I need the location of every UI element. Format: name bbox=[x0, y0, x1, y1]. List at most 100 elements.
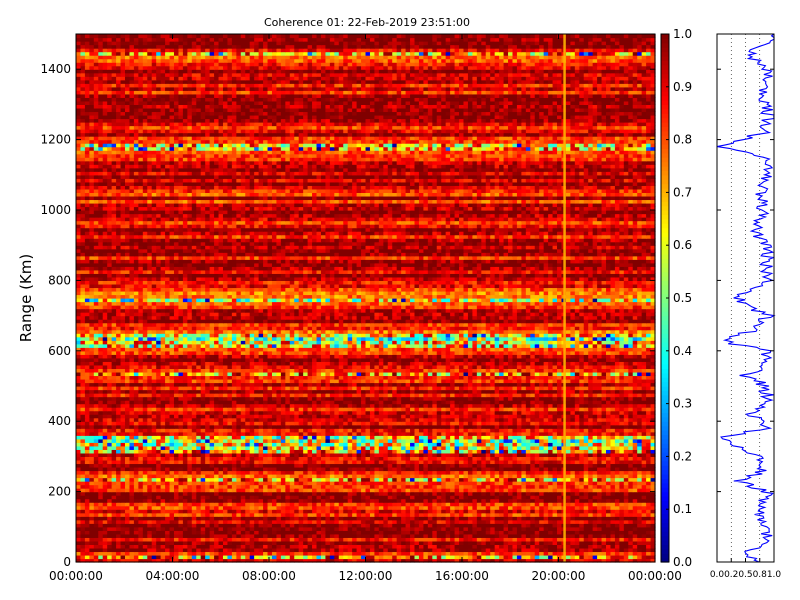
heatmap-cell bbox=[548, 470, 553, 474]
heatmap-cell bbox=[98, 509, 103, 513]
heatmap-cell bbox=[281, 428, 286, 432]
heatmap-cell bbox=[539, 435, 544, 439]
heatmap-cell bbox=[593, 467, 598, 471]
heatmap-cell bbox=[321, 428, 326, 432]
heatmap-cell bbox=[642, 551, 647, 555]
heatmap-cell bbox=[357, 499, 362, 503]
heatmap-cell bbox=[134, 523, 139, 527]
heatmap-cell bbox=[165, 551, 170, 555]
heatmap-cell bbox=[223, 488, 228, 492]
heatmap-cell bbox=[481, 460, 486, 464]
heatmap-cell bbox=[446, 541, 451, 545]
heatmap-cell bbox=[495, 544, 500, 548]
heatmap-cell bbox=[227, 495, 232, 499]
heatmap-cell bbox=[348, 435, 353, 439]
heatmap-cell bbox=[410, 449, 415, 453]
heatmap-cell bbox=[196, 527, 201, 531]
heatmap-cell bbox=[646, 474, 651, 478]
heatmap-cell bbox=[633, 534, 638, 538]
heatmap-cell bbox=[428, 516, 433, 520]
heatmap-cell bbox=[112, 516, 117, 520]
heatmap-cell bbox=[633, 442, 638, 446]
heatmap-cell bbox=[272, 467, 277, 471]
heatmap-cell bbox=[156, 488, 161, 492]
heatmap-cell bbox=[334, 442, 339, 446]
heatmap-cell bbox=[343, 499, 348, 503]
heatmap-cell bbox=[290, 432, 295, 436]
heatmap-cell bbox=[227, 449, 232, 453]
heatmap-cell bbox=[103, 439, 108, 443]
heatmap-cell bbox=[294, 516, 299, 520]
heatmap-cell bbox=[138, 541, 143, 545]
heatmap-cell bbox=[245, 509, 250, 513]
heatmap-cell bbox=[481, 442, 486, 446]
heatmap-cell bbox=[486, 502, 491, 506]
heatmap-cell bbox=[570, 527, 575, 531]
heatmap-cell bbox=[530, 551, 535, 555]
heatmap-cell bbox=[325, 460, 330, 464]
heatmap-cell bbox=[259, 432, 264, 436]
heatmap-cell bbox=[508, 456, 513, 460]
heatmap-cell bbox=[544, 446, 549, 450]
heatmap-cell bbox=[143, 435, 148, 439]
heatmap-cell bbox=[619, 470, 624, 474]
heatmap-cell bbox=[597, 456, 602, 460]
heatmap-cell bbox=[227, 534, 232, 538]
heatmap-cell bbox=[463, 474, 468, 478]
heatmap-cell bbox=[504, 492, 509, 496]
heatmap-cell bbox=[392, 534, 397, 538]
heatmap-cell bbox=[553, 544, 558, 548]
heatmap-cell bbox=[205, 537, 210, 541]
heatmap-cell bbox=[566, 537, 571, 541]
heatmap-cell bbox=[294, 499, 299, 503]
heatmap-cell bbox=[103, 548, 108, 552]
heatmap-cell bbox=[129, 495, 134, 499]
heatmap-cell bbox=[290, 527, 295, 531]
heatmap-cell bbox=[508, 548, 513, 552]
heatmap-cell bbox=[281, 474, 286, 478]
heatmap-cell bbox=[642, 488, 647, 492]
heatmap-cell bbox=[134, 428, 139, 432]
heatmap-cell bbox=[530, 544, 535, 548]
heatmap-cell bbox=[499, 548, 504, 552]
heatmap-cell bbox=[490, 523, 495, 527]
heatmap-cell bbox=[339, 432, 344, 436]
heatmap-cell bbox=[548, 513, 553, 517]
heatmap-cell bbox=[624, 428, 629, 432]
heatmap-cell bbox=[357, 516, 362, 520]
heatmap-cell bbox=[196, 530, 201, 534]
heatmap-cell bbox=[557, 442, 562, 446]
heatmap-cell bbox=[379, 492, 384, 496]
heatmap-cell bbox=[535, 428, 540, 432]
heatmap-cell bbox=[205, 442, 210, 446]
heatmap-cell bbox=[588, 439, 593, 443]
heatmap-cell bbox=[646, 551, 651, 555]
heatmap-cell bbox=[530, 506, 535, 510]
heatmap-cell bbox=[290, 446, 295, 450]
heatmap-cell bbox=[187, 488, 192, 492]
heatmap-cell bbox=[174, 425, 179, 429]
heatmap-cell bbox=[121, 499, 126, 503]
heatmap-cell bbox=[463, 506, 468, 510]
heatmap-cell bbox=[508, 513, 513, 517]
heatmap-cell bbox=[103, 509, 108, 513]
heatmap-cell bbox=[125, 544, 130, 548]
heatmap-cell bbox=[138, 435, 143, 439]
heatmap-cell bbox=[530, 428, 535, 432]
heatmap-cell bbox=[357, 492, 362, 496]
heatmap-cell bbox=[432, 456, 437, 460]
heatmap-cell bbox=[268, 523, 273, 527]
heatmap-cell bbox=[138, 428, 143, 432]
heatmap-cell bbox=[477, 467, 482, 471]
heatmap-cell bbox=[348, 492, 353, 496]
heatmap-cell bbox=[495, 446, 500, 450]
heatmap-cell bbox=[406, 432, 411, 436]
heatmap-cell bbox=[98, 449, 103, 453]
heatmap-cell bbox=[241, 541, 246, 545]
heatmap-cell bbox=[477, 516, 482, 520]
heatmap-cell bbox=[89, 453, 94, 457]
heatmap-cell bbox=[388, 467, 393, 471]
heatmap-cell bbox=[486, 463, 491, 467]
heatmap-cell bbox=[463, 485, 468, 489]
heatmap-cell bbox=[147, 481, 152, 485]
